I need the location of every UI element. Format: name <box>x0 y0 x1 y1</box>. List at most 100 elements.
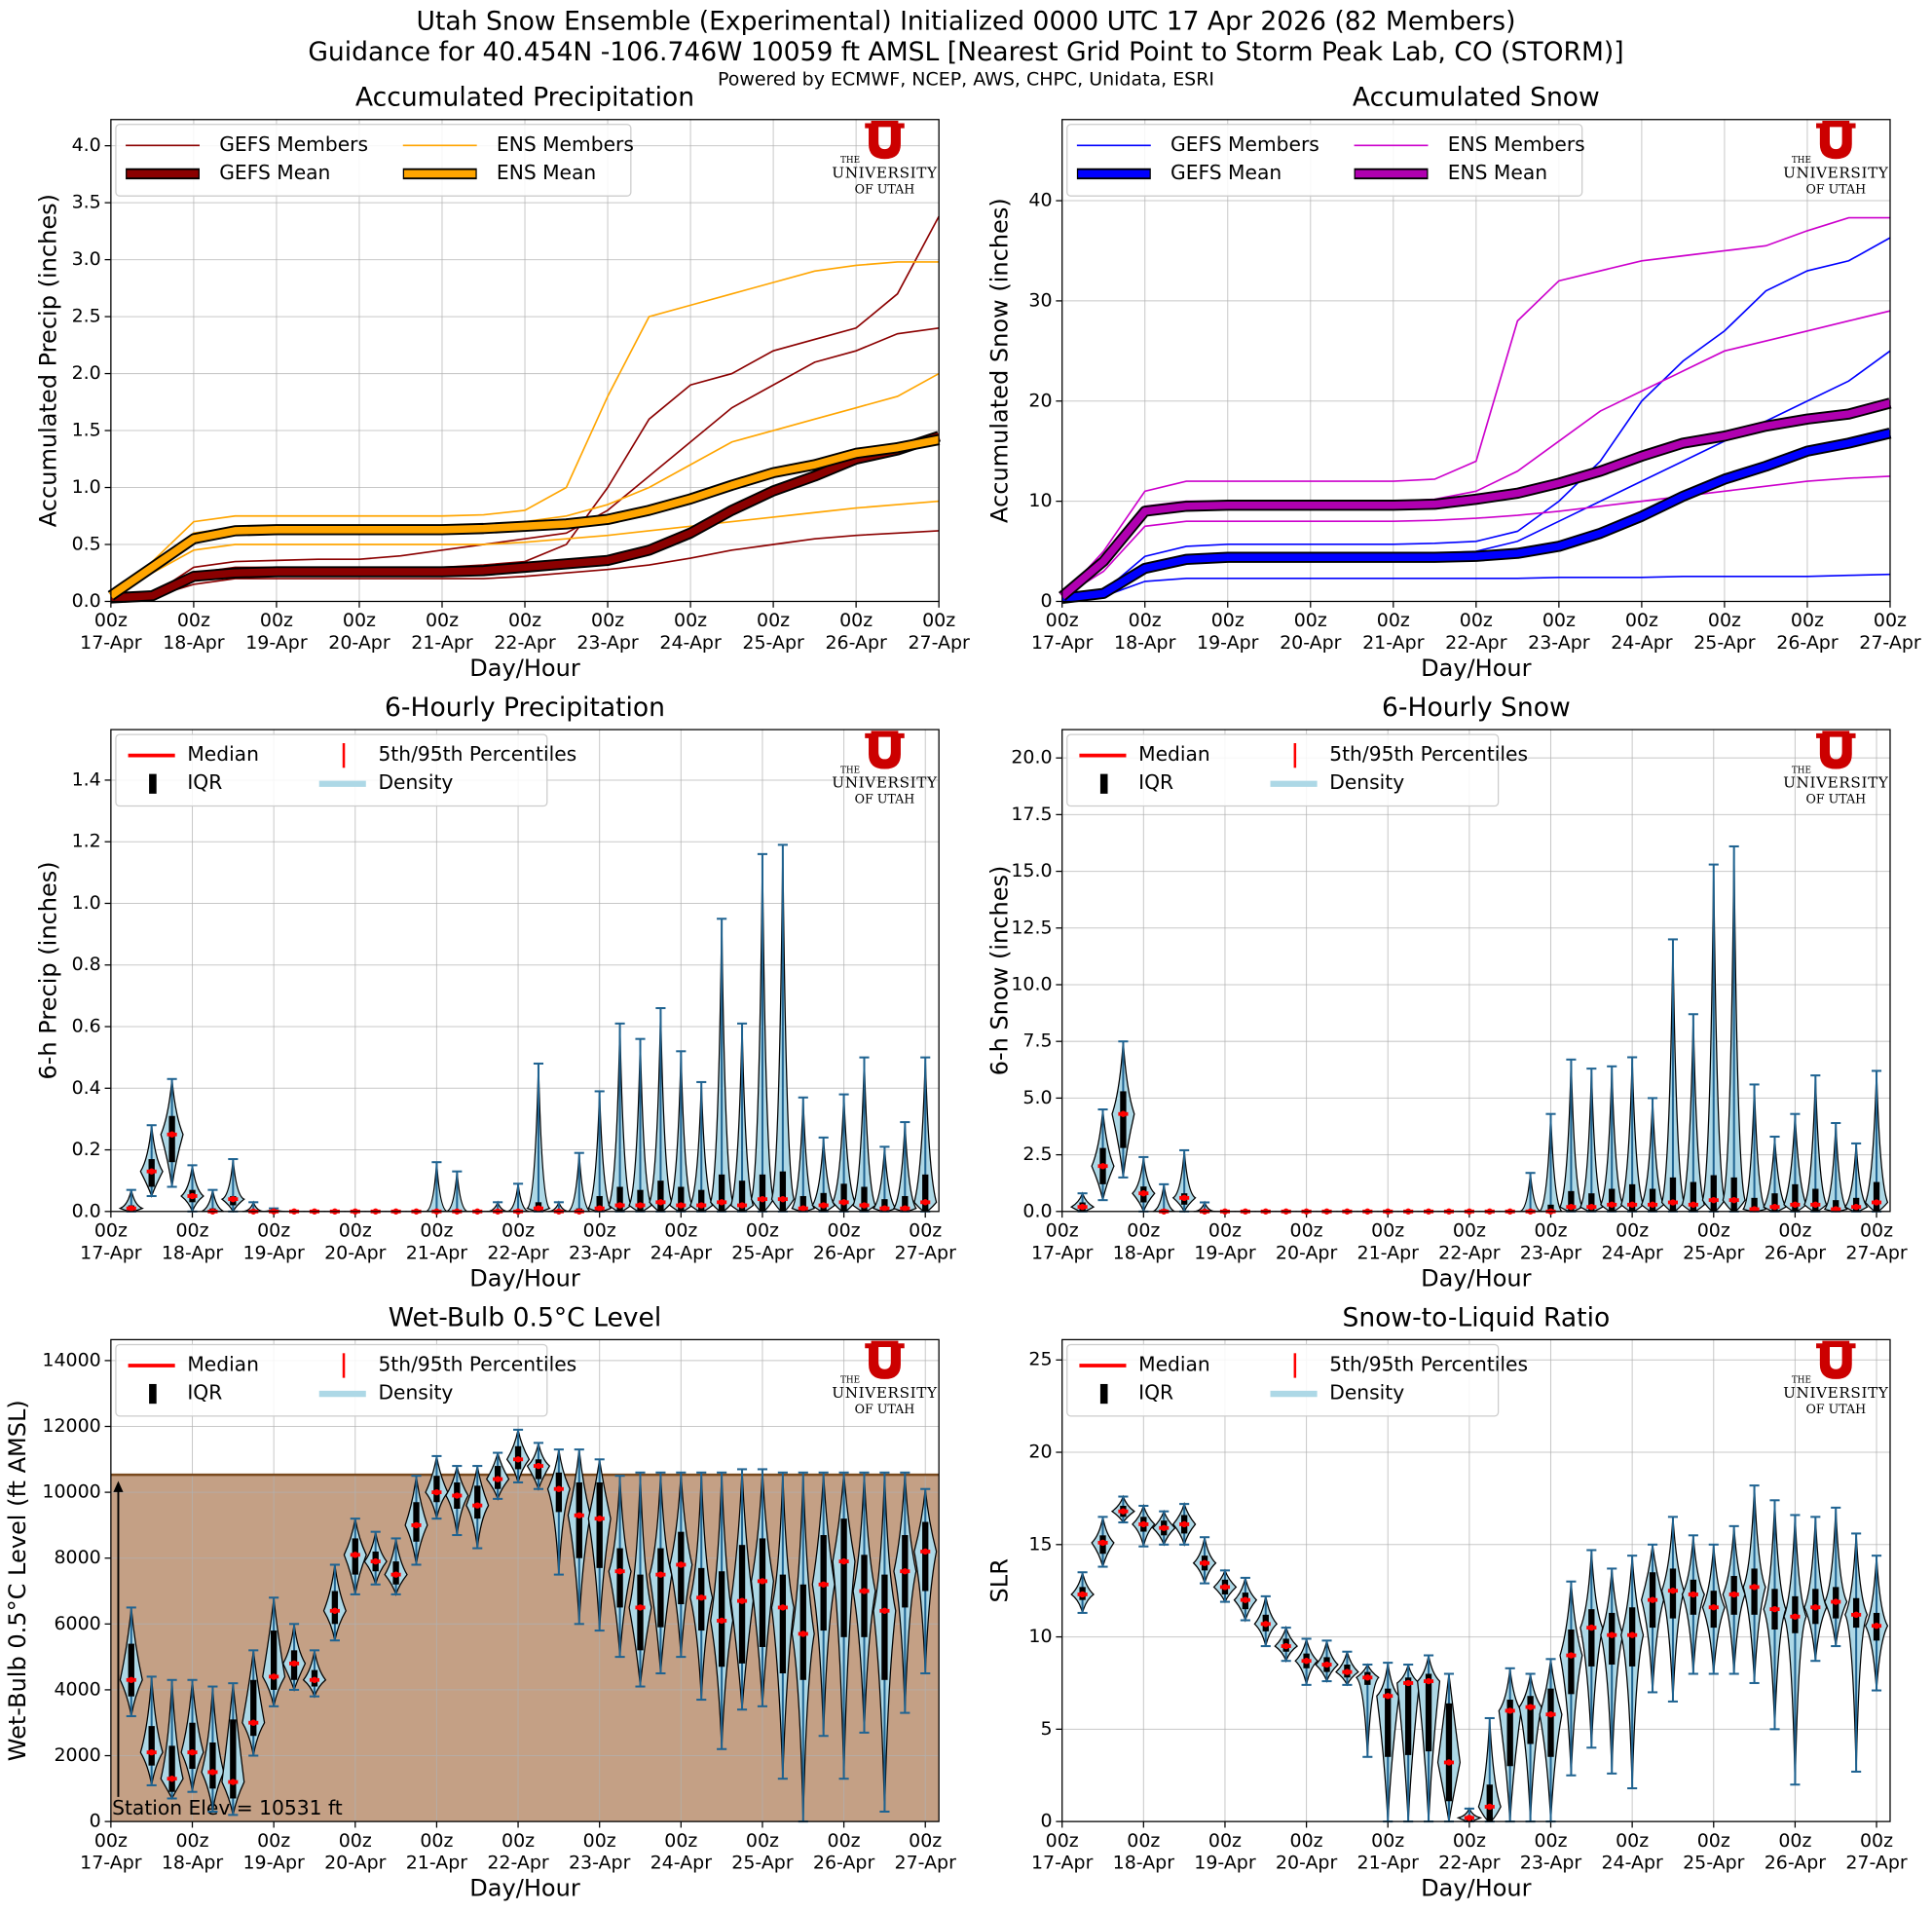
logo-text: UNIVERSITY <box>832 1384 938 1402</box>
x-tick-label: 00z <box>1778 1220 1811 1242</box>
median-dot <box>1079 1203 1086 1211</box>
x-tick-label: 25-Apr <box>1683 1242 1745 1263</box>
median-dot <box>902 1568 909 1575</box>
x-tick-label: 00z <box>664 1220 697 1242</box>
iqr-box <box>738 1180 746 1212</box>
y-tick-label: 40 <box>1028 190 1052 211</box>
y-tick-label: 15.0 <box>1011 860 1052 881</box>
y-tick-label: 3.5 <box>72 192 101 213</box>
x-tick-label: 18-Apr <box>1113 1853 1175 1874</box>
x-tick-label: 27-Apr <box>895 1242 957 1263</box>
x-tick-label: 27-Apr <box>1859 632 1921 654</box>
y-tick-label: 0.0 <box>72 590 101 612</box>
median-dot <box>1120 1508 1127 1515</box>
figure-title: Utah Snow Ensemble (Experimental) Initia… <box>417 6 1516 36</box>
median-dot <box>922 1199 929 1206</box>
iqr-box <box>1669 1177 1677 1212</box>
legend-label: GEFS Members <box>219 132 368 156</box>
legend-label: IQR <box>1138 770 1173 794</box>
y-tick-label: 1.5 <box>72 420 101 441</box>
y-axis-label: 6-h Snow (inches) <box>985 866 1013 1076</box>
legend-label: GEFS Members <box>1170 132 1319 156</box>
median-dot <box>678 1561 685 1568</box>
median-dot <box>698 1594 705 1601</box>
median-dot <box>148 1748 155 1756</box>
logo-text: UNIVERSITY <box>1783 774 1889 792</box>
median-dot <box>1873 1199 1880 1206</box>
x-tick-label: 00z <box>839 610 873 631</box>
median-dot <box>1792 1613 1799 1620</box>
median-dot <box>1649 1596 1656 1603</box>
median-dot <box>1751 1206 1758 1213</box>
y-tick-label: 12000 <box>42 1415 100 1437</box>
chart-title: Wet-Bulb 0.5°C Level <box>389 1302 661 1332</box>
logo-text: OF UTAH <box>855 181 915 196</box>
median-dot <box>1730 1591 1737 1598</box>
x-tick-label: 00z <box>1290 1220 1323 1242</box>
iqr-box <box>616 1548 623 1608</box>
y-tick-label: 0.2 <box>72 1139 101 1160</box>
x-tick-label: 00z <box>1542 610 1576 631</box>
median-dot <box>1486 1803 1493 1811</box>
iqr-box <box>861 1555 868 1637</box>
median-dot <box>1812 1201 1819 1208</box>
iqr-box <box>1771 1193 1778 1212</box>
median-dot <box>738 1202 746 1209</box>
panel: 0.00.20.40.60.81.01.21.400z17-Apr00z18-A… <box>35 693 956 1292</box>
median-dot <box>1628 1201 1636 1208</box>
y-tick-label: 14000 <box>42 1349 100 1370</box>
iqr-box <box>1547 1204 1554 1212</box>
logo-text: UNIVERSITY <box>832 774 938 792</box>
y-tick-label: 0 <box>90 1811 101 1832</box>
median-dot <box>1812 1604 1819 1611</box>
x-tick-label: 00z <box>1460 610 1493 631</box>
logo-text: UNIVERSITY <box>1783 164 1889 181</box>
iqr-box <box>1873 1181 1880 1212</box>
median-dot <box>657 1199 664 1206</box>
logo-text: THE <box>1792 1376 1811 1386</box>
x-tick-label: 18-Apr <box>163 632 225 654</box>
chart-title: 6-Hourly Snow <box>1382 693 1571 723</box>
median-dot <box>168 1131 175 1138</box>
iqr-box <box>637 1189 644 1212</box>
median-dot <box>637 1604 644 1611</box>
x-tick-label: 26-Apr <box>1776 632 1839 654</box>
x-tick-label: 20-Apr <box>1276 1242 1338 1263</box>
iqr-box <box>678 1531 685 1605</box>
plot-frame <box>1061 119 1891 603</box>
median-dot <box>454 1492 461 1499</box>
median-dot <box>189 1748 196 1756</box>
median-dot <box>678 1202 685 1209</box>
median-dot <box>1833 1206 1839 1213</box>
median-dot <box>616 1202 623 1209</box>
x-tick-label: 00z <box>94 1220 128 1242</box>
chart-title: Accumulated Precipitation <box>355 83 694 113</box>
panel: 0.02.55.07.510.012.515.017.520.000z17-Ap… <box>985 693 1907 1292</box>
x-tick-label: 27-Apr <box>908 632 970 654</box>
x-tick-label: 00z <box>1377 610 1410 631</box>
median-dot <box>1425 1677 1432 1685</box>
x-tick-label: 25-Apr <box>731 1242 794 1263</box>
x-tick-label: 17-Apr <box>80 632 142 654</box>
iqr-box <box>759 1174 766 1212</box>
x-tick-label: 24-Apr <box>1601 1853 1663 1874</box>
median-dot <box>1710 1604 1717 1611</box>
y-tick-label: 0.0 <box>72 1200 101 1221</box>
iqr-box <box>698 1189 705 1212</box>
x-tick-label: 00z <box>260 610 293 631</box>
median-dot <box>230 1195 237 1203</box>
median-dot <box>555 1485 563 1492</box>
x-tick-label: 00z <box>1791 610 1824 631</box>
iqr-box <box>902 1195 909 1212</box>
iqr-box <box>1751 1568 1758 1615</box>
iqr-box <box>1588 1609 1595 1667</box>
iqr-box <box>148 1726 155 1766</box>
x-tick-label: 00z <box>175 1830 208 1852</box>
median-dot <box>392 1571 399 1578</box>
x-tick-label: 00z <box>1127 1220 1160 1242</box>
x-tick-label: 00z <box>339 1220 372 1242</box>
median-dot <box>331 1607 339 1614</box>
x-axis-label: Day/Hour <box>1421 655 1532 682</box>
y-tick-label: 5.0 <box>1022 1087 1052 1108</box>
iqr-box <box>922 1174 929 1212</box>
